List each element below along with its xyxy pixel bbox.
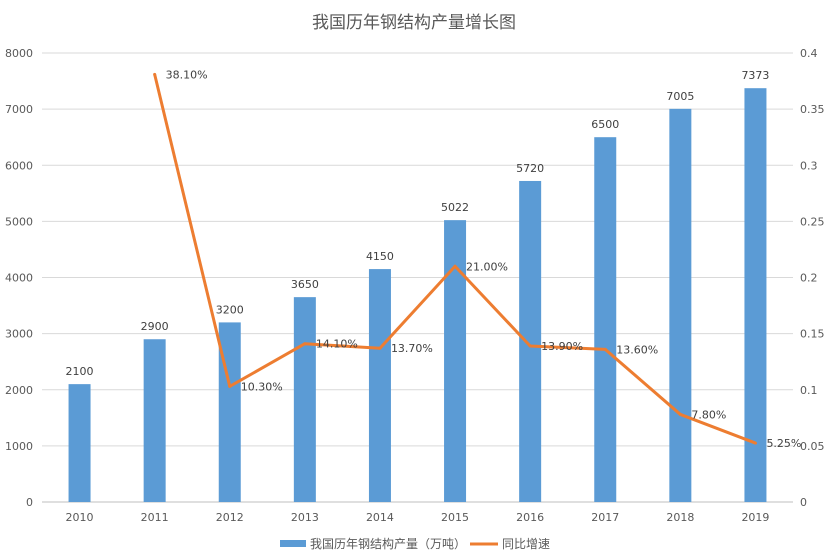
y-right-tick-label: 0.25 xyxy=(800,215,825,228)
bar xyxy=(143,339,166,502)
y-right-tick-label: 0.4 xyxy=(800,47,818,60)
bar-data-label: 7373 xyxy=(741,69,769,82)
line-data-label: 21.00% xyxy=(466,260,508,273)
bar-data-label: 6500 xyxy=(591,118,619,131)
line-data-label: 13.60% xyxy=(616,343,658,356)
y-right-tick-label: 0.1 xyxy=(800,384,818,397)
y-right-tick-label: 0.35 xyxy=(800,103,825,116)
y-right-tick-label: 0.3 xyxy=(800,159,818,172)
line-point xyxy=(153,72,157,76)
y-left-tick-label: 6000 xyxy=(5,159,33,172)
bar xyxy=(594,137,617,502)
y-right-tick-label: 0 xyxy=(800,496,807,509)
line-data-label: 5.25% xyxy=(766,437,801,450)
y-left-tick-label: 4000 xyxy=(5,272,33,285)
x-tick-label: 2019 xyxy=(741,511,769,524)
legend: 我国历年钢结构产量（万吨） 同比增速 xyxy=(280,536,550,551)
bar xyxy=(293,297,316,502)
line-data-label: 7.80% xyxy=(691,408,726,421)
line-series: 38.10% 10.30% 14.10% 13.70% 21.00% 13.90% 13.6… xyxy=(153,68,801,450)
bar xyxy=(519,180,542,502)
bar-data-label: 7005 xyxy=(666,90,694,103)
line-data-label: 13.70% xyxy=(391,342,433,355)
left-axis: 0 1000 2000 3000 4000 5000 6000 7000 8000 xyxy=(5,47,33,509)
y-left-tick-label: 1000 xyxy=(5,440,33,453)
y-right-tick-label: 0.15 xyxy=(800,328,825,341)
x-tick-label: 2012 xyxy=(216,511,244,524)
y-left-tick-label: 2000 xyxy=(5,384,33,397)
bar-data-label: 5720 xyxy=(516,162,544,175)
right-axis: 0 0.05 0.1 0.15 0.2 0.25 0.3 0.35 0.4 xyxy=(800,47,825,509)
line-point xyxy=(303,342,307,346)
legend-bar-label: 我国历年钢结构产量（万吨） xyxy=(310,536,466,551)
x-tick-label: 2017 xyxy=(591,511,619,524)
y-left-tick-label: 5000 xyxy=(5,215,33,228)
x-tick-label: 2011 xyxy=(141,511,169,524)
bar xyxy=(368,269,391,502)
line-point xyxy=(603,347,607,351)
legend-bar-swatch xyxy=(280,540,306,547)
y-left-tick-label: 7000 xyxy=(5,103,33,116)
x-tick-label: 2013 xyxy=(291,511,319,524)
y-left-tick-label: 0 xyxy=(26,496,33,509)
legend-line-label: 同比增速 xyxy=(502,537,550,551)
x-tick-label: 2010 xyxy=(66,511,94,524)
bar-data-label: 2900 xyxy=(141,320,169,333)
bar-data-label: 3200 xyxy=(216,303,244,316)
bar xyxy=(744,88,767,503)
line-point xyxy=(453,264,457,268)
bar xyxy=(444,220,467,502)
line-data-label: 10.30% xyxy=(241,380,283,393)
line-data-label: 13.90% xyxy=(541,340,583,353)
bar-series: 2100 2900 3200 3650 4150 5022 5720 6500 7005 7373 xyxy=(66,69,769,503)
line-data-label: 14.10% xyxy=(316,338,358,351)
gridlines xyxy=(42,52,793,503)
bar-data-label: 3650 xyxy=(291,278,319,291)
line-point xyxy=(228,384,232,388)
x-tick-label: 2015 xyxy=(441,511,469,524)
bar xyxy=(68,384,91,502)
line-data-label: 38.10% xyxy=(166,68,208,81)
bar-data-label: 5022 xyxy=(441,201,469,214)
bar-data-label: 4150 xyxy=(366,250,394,263)
line-point xyxy=(753,441,757,445)
bar xyxy=(669,108,692,503)
x-tick-label: 2014 xyxy=(366,511,394,524)
y-right-tick-label: 0.2 xyxy=(800,272,818,285)
chart-title: 我国历年钢结构产量增长图 xyxy=(312,13,516,33)
line-point xyxy=(678,412,682,416)
x-axis: 2010 2011 2012 2013 2014 2015 2016 2017 2018 2019 xyxy=(66,511,770,524)
y-left-tick-label: 8000 xyxy=(5,47,33,60)
line-point xyxy=(378,346,382,350)
x-tick-label: 2018 xyxy=(666,511,694,524)
bar-data-label: 2100 xyxy=(66,365,94,378)
y-right-tick-label: 0.05 xyxy=(800,440,825,453)
line-point xyxy=(528,344,532,348)
y-left-tick-label: 3000 xyxy=(5,328,33,341)
x-tick-label: 2016 xyxy=(516,511,544,524)
